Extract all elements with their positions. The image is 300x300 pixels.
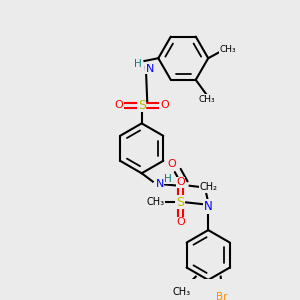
Text: S: S: [176, 196, 184, 209]
Text: O: O: [176, 177, 185, 188]
Text: N: N: [204, 200, 213, 213]
Text: O: O: [176, 217, 185, 227]
Text: H: H: [164, 174, 172, 184]
Text: CH₃: CH₃: [219, 45, 236, 54]
Text: CH₃: CH₃: [173, 287, 191, 297]
Text: O: O: [115, 100, 123, 110]
Text: N: N: [155, 179, 164, 189]
Text: O: O: [168, 159, 177, 169]
Text: H: H: [134, 59, 141, 69]
Text: CH₃: CH₃: [199, 95, 215, 104]
Text: N: N: [146, 64, 154, 74]
Text: Br: Br: [216, 292, 228, 300]
Text: CH₃: CH₃: [146, 197, 165, 207]
Text: S: S: [138, 99, 146, 112]
Text: O: O: [160, 100, 169, 110]
Text: CH₂: CH₂: [199, 182, 217, 192]
